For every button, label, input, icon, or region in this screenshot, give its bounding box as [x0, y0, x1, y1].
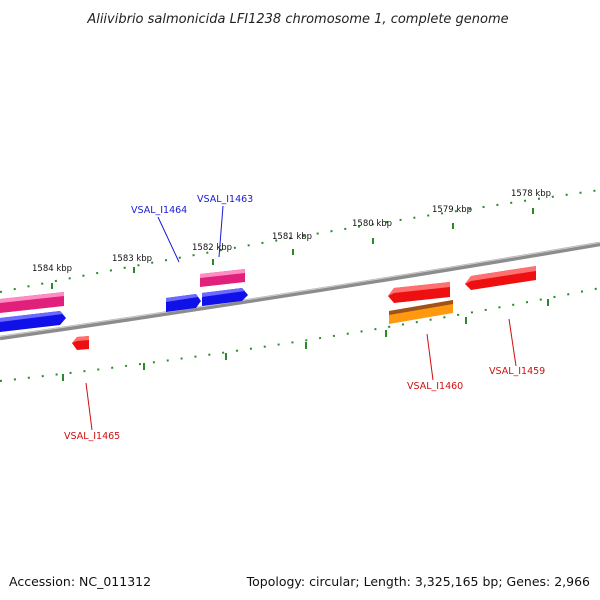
scale-label-1578: 1578 kbp — [511, 189, 551, 199]
leader-vsal-i1463 — [218, 205, 224, 258]
label-vsal-i1465[interactable]: VSAL_I1465 — [64, 431, 120, 442]
backbone-arc — [0, 241, 600, 341]
label-vsal-i1460[interactable]: VSAL_I1460 — [407, 381, 463, 392]
gene-pink-left-shine — [0, 292, 64, 303]
chromosome-backbone — [0, 241, 600, 341]
label-vsal-i1459[interactable]: VSAL_I1459 — [489, 366, 545, 377]
scale-label-1580: 1580 kbp — [352, 219, 392, 229]
leader-vsal-i1464 — [157, 216, 180, 263]
gene-vsal-i1463-shine — [202, 288, 245, 297]
gene-orange-edge — [389, 300, 453, 315]
outer-tick-track — [0, 189, 600, 293]
gene-vsal-i1465-shine — [72, 336, 89, 343]
label-vsal-i1464[interactable]: VSAL_I1464 — [131, 205, 187, 216]
gene-vsal-i1459-shine — [465, 266, 536, 284]
outer-minor-ticks — [0, 189, 600, 293]
label-leaders — [85, 205, 517, 431]
scale-label-1581: 1581 kbp — [272, 232, 312, 242]
leader-vsal-i1459 — [508, 318, 517, 367]
map-title: Aliivibrio salmonicida LFI1238 chromosom… — [86, 12, 508, 27]
scale-labels: 1578 kbp 1579 kbp 1580 kbp 1581 kbp 1582… — [32, 189, 551, 274]
genes-reverse-strand — [72, 300, 453, 350]
label-vsal-i1463[interactable]: VSAL_I1463 — [197, 194, 253, 205]
backbone-highlight — [0, 242, 600, 337]
genome-summary: Topology: circular; Length: 3,325,165 bp… — [246, 574, 590, 589]
gene-blue-left-shine — [0, 311, 63, 322]
accession-text: Accession: NC_011312 — [9, 574, 151, 589]
scale-label-1579: 1579 kbp — [432, 205, 472, 215]
gene-pink-1463-shine — [200, 269, 245, 278]
gene-vsal-i1464-shine — [166, 294, 198, 302]
gene-vsal-i1460-shine — [388, 282, 450, 296]
inner-tick-track — [0, 287, 600, 382]
scale-label-1584: 1584 kbp — [32, 264, 72, 274]
scale-label-1582: 1582 kbp — [192, 243, 232, 253]
gene-labels: VSAL_I1464 VSAL_I1463 VSAL_I1460 VSAL_I1… — [64, 194, 545, 442]
inner-minor-ticks — [0, 287, 600, 382]
leader-vsal-i1460 — [426, 333, 434, 381]
leader-vsal-i1465 — [85, 382, 93, 431]
scale-label-1583: 1583 kbp — [112, 254, 152, 264]
genes-forward-strand — [0, 266, 536, 332]
